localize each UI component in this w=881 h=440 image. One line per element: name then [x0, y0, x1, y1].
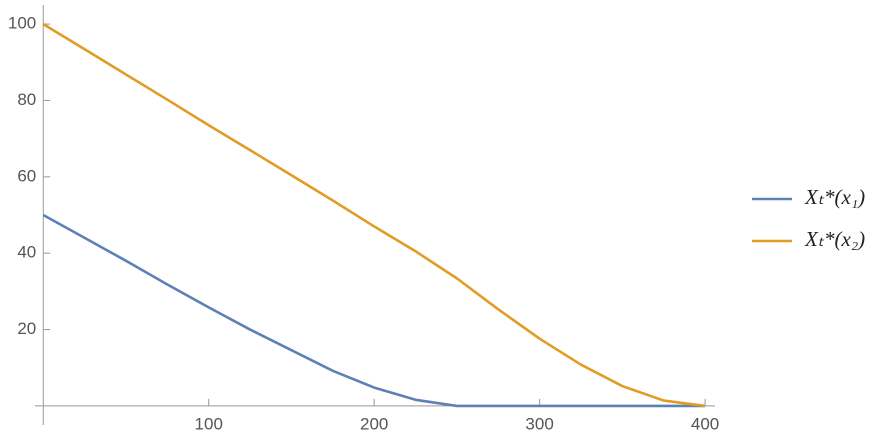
x-tick-label: 400: [691, 414, 719, 433]
legend-label: Xₜ*(x₂): [804, 227, 865, 251]
x-tick-label: 100: [195, 414, 223, 433]
y-tick-label: 40: [17, 243, 36, 262]
y-tick-label: 100: [8, 14, 36, 33]
y-tick-label: 20: [17, 319, 36, 338]
x-tick-label: 300: [525, 414, 553, 433]
y-tick-label: 60: [17, 166, 36, 185]
x-tick-label: 200: [360, 414, 388, 433]
y-tick-label: 80: [17, 90, 36, 109]
series-line: [42, 213, 706, 408]
series-line: [42, 22, 706, 408]
legend-label: Xₜ*(x₁): [804, 185, 865, 209]
